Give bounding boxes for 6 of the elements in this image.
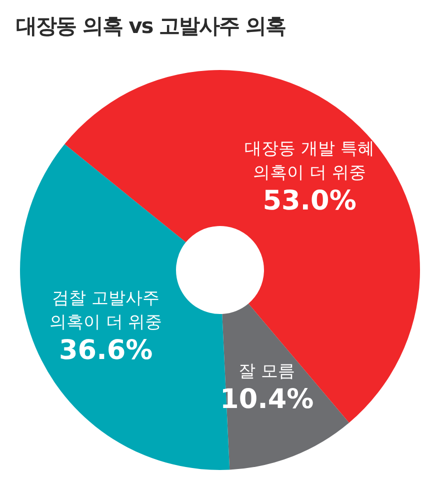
slice-label: 검찰 고발사주 의혹이 더 위중 [49, 288, 162, 332]
slice-label: 잘 모름 [238, 362, 296, 382]
data-label: 53.0% [262, 186, 356, 217]
data-label: 36.6% [58, 334, 153, 366]
chart-title: 대장동 의혹 vs 고발사주 의혹 [16, 13, 286, 40]
slice-label: 대장동 개발 특혜 의혹이 더 위중 [244, 138, 374, 183]
